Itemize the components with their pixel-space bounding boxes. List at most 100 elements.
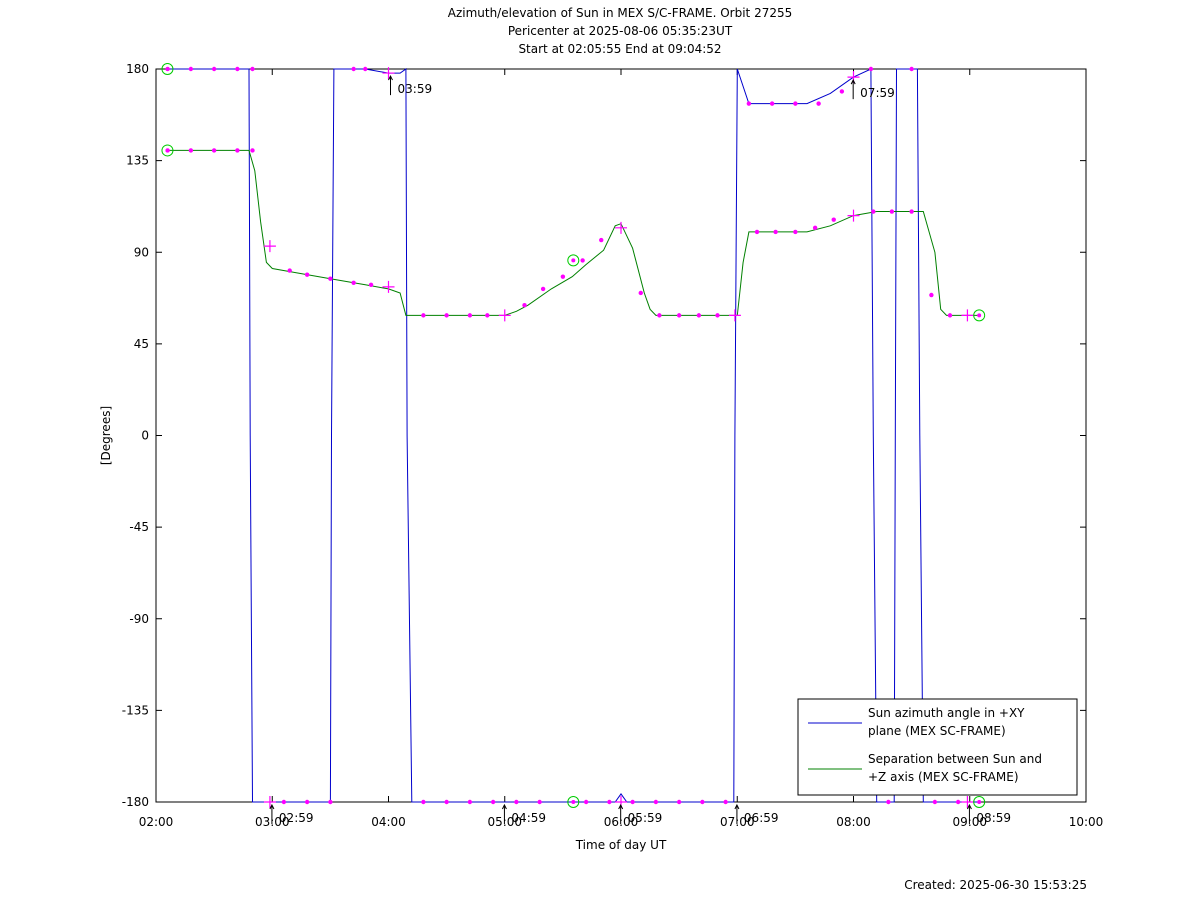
cross-marker: [615, 221, 627, 234]
cross-marker: [263, 240, 276, 253]
chart-title-line: Start at 02:05:55 End at 09:04:52: [518, 42, 721, 56]
dot-marker: [304, 799, 310, 805]
y-tick-label: 135: [126, 154, 149, 168]
cross-marker: [847, 209, 860, 222]
circle-marker: [161, 144, 174, 157]
dot-marker: [328, 799, 333, 805]
legend-label: +Z axis (MEX SC-FRAME): [868, 770, 1019, 784]
annotation-label: 07:59: [860, 86, 895, 100]
dot-marker: [889, 209, 895, 214]
dot-marker: [754, 229, 760, 235]
dot-marker: [188, 66, 194, 72]
dot-marker: [700, 799, 705, 805]
dot-marker: [932, 799, 938, 805]
x-tick-label: 08:00: [836, 815, 871, 829]
dot-marker: [715, 313, 720, 318]
circle-marker: [973, 309, 986, 322]
dot-marker: [886, 799, 891, 805]
dot-marker: [211, 148, 217, 153]
circle-marker-center: [165, 67, 170, 71]
annotation-arrow: [734, 803, 740, 810]
cross-marker: [961, 309, 974, 322]
dot-marker: [328, 276, 333, 281]
dot-marker: [723, 799, 728, 805]
chart-title: Azimuth/elevation of Sun in MEX S/C-FRAM…: [448, 6, 793, 56]
x-axis-label: Time of day UT: [575, 838, 667, 852]
y-axis-ticks: 180 135 90 45 0 -45 -90 -135 -180: [122, 62, 1086, 809]
legend-label: Sun azimuth angle in +XY: [868, 706, 1025, 720]
dot-marker: [929, 292, 934, 298]
dot-marker: [746, 101, 752, 106]
y-tick-label: -45: [129, 520, 149, 534]
dot-marker: [467, 799, 473, 805]
annotation-label: 02:59: [279, 811, 314, 825]
dot-marker: [250, 66, 255, 72]
cross-marker: [263, 796, 276, 808]
dot-marker: [287, 268, 292, 273]
cross-marker: [382, 67, 395, 80]
dot-marker: [522, 302, 527, 308]
series-layer: [167, 68, 980, 803]
y-tick-label: 45: [134, 337, 149, 351]
dot-marker: [583, 799, 589, 805]
dot-marker: [444, 313, 449, 318]
dot-marker: [816, 101, 821, 106]
dot-marker: [421, 799, 426, 805]
dot-marker: [630, 799, 635, 805]
annotation-label: 04:59: [511, 811, 546, 825]
dot-marker: [831, 217, 836, 222]
dot-marker: [444, 799, 449, 805]
dot-marker: [607, 799, 612, 805]
dot-marker: [211, 66, 217, 72]
dot-marker: [485, 313, 490, 318]
dot-marker: [871, 209, 876, 214]
legend: Sun azimuth angle in +XY plane (MEX SC-FR…: [797, 698, 1078, 796]
circle-marker: [161, 63, 174, 75]
series-line-1: [167, 149, 980, 316]
dot-marker: [839, 89, 845, 94]
cross-marker: [382, 280, 395, 293]
x-axis-ticks: 02:00 03:00 04:00 05:00 06:00 07:00 08:00 09:00…: [139, 69, 1103, 829]
dot-marker: [696, 313, 702, 318]
dot-marker: [250, 148, 255, 153]
circle-marker-center: [571, 800, 576, 804]
plot-frame: [155, 68, 1087, 803]
cross-marker: [498, 309, 511, 322]
annotation-label: 03:59: [398, 82, 433, 96]
annotation-arrow: [850, 79, 856, 85]
created-timestamp: Created: 2025-06-30 15:53:25: [904, 878, 1087, 892]
x-tick-label: 04:00: [371, 815, 406, 829]
dot-marker: [540, 286, 546, 292]
dot-marker: [467, 313, 473, 318]
dot-marker: [368, 282, 374, 288]
dot-marker: [514, 799, 519, 805]
dot-marker: [909, 209, 914, 214]
cross-marker: [728, 309, 741, 322]
dot-marker: [188, 148, 194, 153]
circle-marker-center: [571, 258, 576, 263]
dot-marker: [793, 101, 798, 106]
dot-marker: [351, 280, 356, 285]
y-axis-label: [Degrees]: [99, 406, 113, 465]
annotation-arrow: [269, 803, 275, 810]
dot-marker: [793, 229, 798, 235]
y-tick-label: 180: [126, 62, 149, 76]
legend-box: [797, 698, 1078, 796]
marker-layer: [161, 63, 986, 808]
dot-marker: [304, 272, 310, 277]
y-tick-label: -135: [122, 703, 149, 717]
y-tick-label: 90: [134, 245, 149, 259]
legend-label: plane (MEX SC-FRAME): [868, 724, 1006, 738]
circle-marker-center: [977, 313, 982, 318]
circle-marker-center: [977, 800, 982, 804]
circle-marker: [567, 254, 580, 267]
dot-marker: [580, 258, 585, 263]
plot-axes: [155, 68, 1087, 803]
dot-marker: [599, 237, 604, 243]
dot-marker: [560, 274, 566, 279]
x-tick-label: 02:00: [139, 815, 174, 829]
cross-marker: [961, 796, 974, 808]
circle-marker: [973, 796, 986, 808]
dot-marker: [955, 799, 961, 805]
